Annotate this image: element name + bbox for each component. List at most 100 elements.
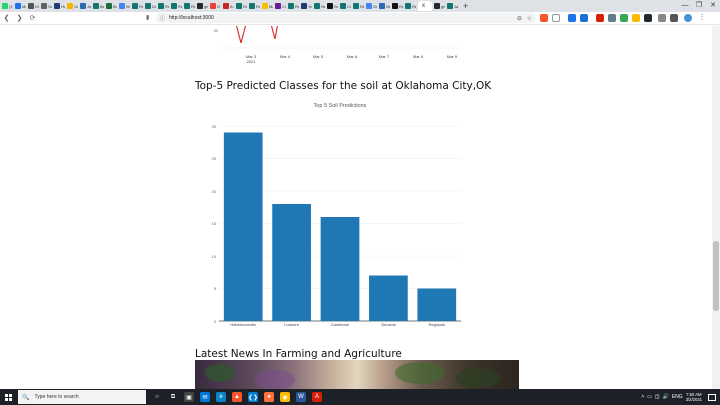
- browser-tab[interactable]: So: [41, 1, 52, 11]
- browser-tab[interactable]: IGF: [28, 1, 39, 11]
- browser-tab[interactable]: Ma: [262, 1, 273, 11]
- vscode-icon[interactable]: ❮❯: [248, 392, 258, 402]
- tab-favicon-icon: [197, 3, 203, 9]
- acrobat-extension-icon[interactable]: [596, 14, 604, 22]
- edge-icon[interactable]: e: [216, 392, 226, 402]
- cortana-icon[interactable]: ○: [152, 392, 162, 402]
- word-icon[interactable]: W: [296, 392, 306, 402]
- mail-icon[interactable]: ✉: [200, 392, 210, 402]
- chart-bar[interactable]: [272, 204, 311, 321]
- browser-tab[interactable]: Ge: [366, 1, 377, 11]
- browser-tab[interactable]: Ge: [67, 1, 78, 11]
- forward-button[interactable]: ❯: [16, 15, 23, 22]
- extensions-puzzle-icon[interactable]: [658, 14, 666, 22]
- active-tab[interactable]: x: [418, 1, 432, 11]
- tab-favicon-icon: [236, 3, 242, 9]
- extension-icon[interactable]: [620, 14, 628, 22]
- github-extension-icon[interactable]: [644, 14, 652, 22]
- page-scrollbar[interactable]: [712, 26, 720, 389]
- browser-tab[interactable]: Ho: [54, 1, 65, 11]
- tab-label: Ba: [100, 3, 104, 9]
- store-icon[interactable]: ▣: [184, 392, 194, 402]
- media-icon[interactable]: [670, 14, 678, 22]
- browser-tab[interactable]: Jav: [80, 1, 91, 11]
- notification-icon[interactable]: [708, 393, 716, 401]
- browser-tab[interactable]: Re: [353, 1, 364, 11]
- firefox-icon[interactable]: ●: [264, 392, 274, 402]
- minimize-button[interactable]: —: [681, 2, 689, 9]
- address-bar[interactable]: ⓘ http://localhost:3000 ⊖ ☆: [156, 13, 536, 23]
- start-button[interactable]: [0, 389, 16, 405]
- browser-tab[interactable]: Da: [145, 1, 156, 11]
- browser-tab[interactable]: Yo: [301, 1, 312, 11]
- site-info-icon[interactable]: ⓘ: [160, 15, 166, 22]
- profile-avatar[interactable]: [684, 14, 692, 22]
- browser-tab[interactable]: gri: [197, 1, 208, 11]
- brave-icon[interactable]: ▲: [232, 392, 242, 402]
- browser-tab[interactable]: G: [210, 1, 221, 11]
- browser-tab[interactable]: Ne: [314, 1, 325, 11]
- close-tab-icon[interactable]: x: [422, 3, 425, 9]
- tab-favicon-icon: [314, 3, 320, 9]
- browser-tab[interactable]: A C: [223, 1, 234, 11]
- browser-tab[interactable]: Ba: [93, 1, 104, 11]
- browser-tab[interactable]: Re: [158, 1, 169, 11]
- tab-favicon-icon: [67, 3, 73, 9]
- tray-volume-icon[interactable]: 🔊: [662, 394, 669, 400]
- reload-button[interactable]: ⟳: [29, 15, 36, 22]
- browser-tab[interactable]: gri: [434, 1, 445, 11]
- tab-label: Ge: [74, 3, 78, 9]
- brave-shield-icon[interactable]: [540, 14, 548, 22]
- browser-tab[interactable]: Ne: [379, 1, 390, 11]
- chart-bar[interactable]: [369, 275, 408, 322]
- browser-menu-icon[interactable]: ⋮: [698, 14, 706, 22]
- browser-tab[interactable]: Re: [288, 1, 299, 11]
- browser-tab[interactable]: Se: [327, 1, 338, 11]
- browser-tab[interactable]: Re: [392, 1, 403, 11]
- browser-tab[interactable]: Re: [132, 1, 143, 11]
- browser-tab[interactable]: Re: [171, 1, 182, 11]
- browser-tab[interactable]: W: [119, 1, 130, 11]
- acrobat-icon[interactable]: A: [312, 392, 322, 402]
- url-text[interactable]: http://localhost:3000: [169, 15, 214, 21]
- browser-tab[interactable]: (1): [2, 1, 13, 11]
- taskbar-clock[interactable]: 7:50 AM 3/2/2021: [686, 392, 702, 402]
- previous-chart-line: [274, 26, 278, 40]
- tray-battery-icon[interactable]: ▭: [647, 394, 652, 400]
- browser-tab[interactable]: Jav: [447, 1, 458, 11]
- browser-tab[interactable]: Ro: [236, 1, 247, 11]
- browser-tab[interactable]: Co: [340, 1, 351, 11]
- maximize-button[interactable]: ❐: [695, 2, 703, 9]
- extension-translate-icon[interactable]: [568, 14, 576, 22]
- extension-icon[interactable]: [632, 14, 640, 22]
- chart-bar[interactable]: [223, 132, 263, 322]
- tray-chevron-icon[interactable]: ˄: [641, 394, 645, 400]
- zoom-icon[interactable]: ⊖: [516, 15, 522, 22]
- task-view-icon[interactable]: ⧉: [168, 392, 178, 402]
- bookmark-star-icon[interactable]: ☆: [526, 15, 532, 22]
- tray-network-icon[interactable]: ◫: [654, 394, 660, 400]
- new-tab-button[interactable]: +: [463, 1, 469, 11]
- chart-bar[interactable]: [417, 288, 457, 322]
- extension-icon[interactable]: [552, 14, 560, 22]
- taskbar-search-box[interactable]: 🔍 Type here to search: [18, 390, 146, 404]
- bookmark-icon[interactable]: ▮: [146, 15, 150, 21]
- previous-chart-y-tick: 30: [213, 28, 218, 33]
- news-image[interactable]: [195, 360, 519, 389]
- scrollbar-thumb[interactable]: [713, 241, 719, 311]
- browser-tab[interactable]: Co: [275, 1, 286, 11]
- browser-tab[interactable]: Re: [405, 1, 416, 11]
- browser-tab[interactable]: Ma: [15, 1, 26, 11]
- tray-language-icon[interactable]: ENG: [671, 394, 683, 400]
- browser-tab[interactable]: Re: [184, 1, 195, 11]
- extension-icon[interactable]: [608, 14, 616, 22]
- browser-tab[interactable]: Bo: [106, 1, 117, 11]
- back-button[interactable]: ❮: [3, 15, 10, 22]
- close-window-button[interactable]: ✕: [710, 2, 716, 9]
- tab-favicon-icon: [171, 3, 177, 9]
- browser-tab[interactable]: Re: [249, 1, 260, 11]
- chart-bar[interactable]: [320, 217, 360, 321]
- soil-section-title: Top-5 Predicted Classes for the soil at …: [195, 80, 492, 92]
- chrome-icon[interactable]: ◉: [280, 392, 290, 402]
- extension-icon[interactable]: [580, 14, 588, 22]
